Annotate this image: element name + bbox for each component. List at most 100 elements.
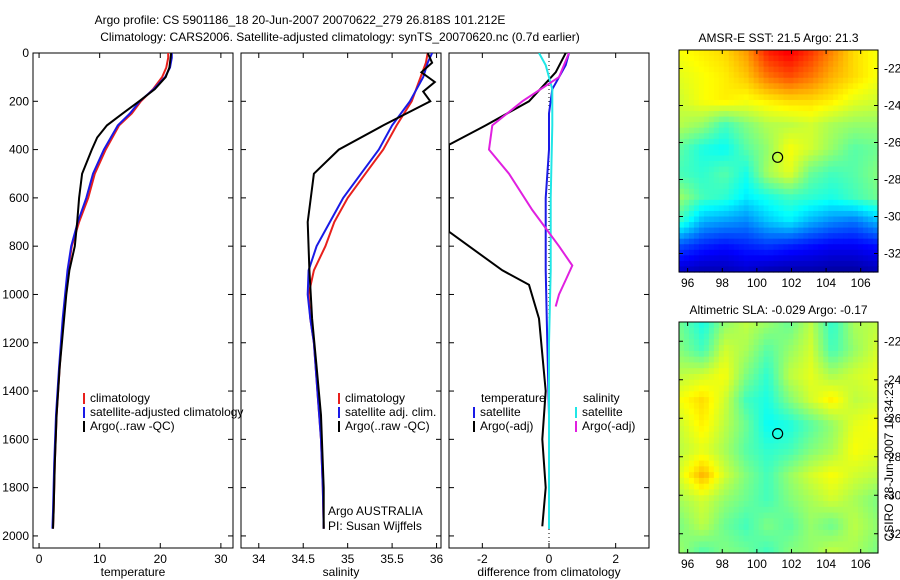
heatmap-cell bbox=[778, 183, 785, 190]
heatmap-cell bbox=[868, 529, 874, 537]
heatmap-cell bbox=[753, 127, 760, 134]
heatmap-cell bbox=[768, 94, 775, 101]
heatmap-cell bbox=[748, 72, 755, 79]
heatmap-cell bbox=[713, 188, 720, 195]
heatmap-cell bbox=[768, 55, 775, 62]
heatmap-cell bbox=[858, 385, 864, 392]
heatmap-cell bbox=[723, 166, 730, 173]
heatmap-cell bbox=[843, 183, 849, 190]
heatmap-cell bbox=[723, 77, 730, 84]
heatmap-cell bbox=[733, 149, 740, 157]
heatmap-cell bbox=[808, 529, 814, 537]
heatmap-cell bbox=[718, 391, 725, 398]
heatmap-cell bbox=[863, 466, 869, 473]
heatmap-cell bbox=[858, 166, 864, 173]
heatmap-cell bbox=[818, 155, 824, 162]
heatmap-cell bbox=[733, 177, 740, 184]
heatmap-cell bbox=[818, 255, 824, 262]
heatmap-cell bbox=[783, 402, 790, 410]
heatmap-cell bbox=[838, 524, 844, 531]
heatmap-cell bbox=[778, 55, 785, 62]
heatmap-cell bbox=[823, 529, 829, 537]
heatmap-cell bbox=[683, 454, 690, 462]
heatmap-cell bbox=[753, 249, 760, 256]
heatmap-cell bbox=[738, 397, 745, 404]
heatmap-cell bbox=[813, 501, 819, 508]
heatmap-cell bbox=[748, 483, 755, 491]
heatmap-cell bbox=[723, 61, 730, 68]
heatmap-cell bbox=[713, 454, 720, 462]
heatmap-cell bbox=[818, 345, 824, 352]
heatmap-cell bbox=[838, 111, 844, 118]
heatmap-cell bbox=[863, 222, 869, 229]
heatmap-cell bbox=[828, 408, 834, 416]
heatmap-cell bbox=[858, 425, 864, 433]
heatmap-cell bbox=[813, 391, 819, 398]
heatmap-cell bbox=[718, 122, 725, 129]
heatmap-cell bbox=[788, 391, 795, 398]
heatmap-cell bbox=[783, 161, 790, 168]
heatmap-cell bbox=[743, 460, 750, 467]
heatmap-cell bbox=[798, 255, 804, 262]
heatmap-cell bbox=[858, 333, 864, 340]
heatmap-cell bbox=[848, 541, 854, 548]
heatmap-cell bbox=[843, 94, 849, 101]
heatmap-cell bbox=[803, 172, 809, 179]
heatmap-cell bbox=[703, 83, 710, 90]
heatmap-cell bbox=[833, 77, 839, 84]
heatmap-cell bbox=[728, 177, 735, 184]
heatmap-cell bbox=[763, 547, 770, 554]
heatmap-cell bbox=[798, 385, 804, 392]
heatmap-cell bbox=[783, 194, 790, 201]
heatmap-cell bbox=[708, 205, 715, 212]
heatmap-cell bbox=[713, 391, 720, 398]
heatmap-cell bbox=[868, 111, 874, 118]
heatmap-cell bbox=[708, 61, 715, 68]
heatmap-cell bbox=[698, 489, 705, 496]
heatmap-cell bbox=[738, 161, 745, 168]
heatmap-cell bbox=[723, 512, 730, 519]
heatmap-cell bbox=[828, 501, 834, 508]
heatmap-cell bbox=[788, 425, 795, 433]
heatmap-cell bbox=[758, 449, 765, 456]
heatmap-cell bbox=[828, 155, 834, 162]
heatmap-cell bbox=[688, 249, 695, 256]
heatmap-cell bbox=[848, 210, 854, 218]
heatmap-cell bbox=[703, 322, 710, 329]
heatmap-cell bbox=[713, 222, 720, 229]
heatmap-cell bbox=[683, 166, 690, 173]
legend-difference: temperaturesatelliteArgo(-adj)salinitysa… bbox=[473, 391, 635, 433]
heatmap-cell bbox=[793, 155, 799, 162]
heatmap-cell bbox=[873, 414, 879, 421]
heatmap-cell bbox=[748, 77, 755, 84]
heatmap-cell bbox=[679, 512, 685, 519]
heatmap-cell bbox=[848, 506, 854, 514]
heatmap-cell bbox=[773, 339, 780, 346]
heatmap-cell bbox=[728, 443, 735, 450]
heatmap-cell bbox=[723, 216, 730, 223]
heatmap-cell bbox=[693, 327, 700, 335]
heatmap-cell bbox=[813, 127, 819, 134]
heatmap-cell bbox=[708, 266, 715, 273]
heatmap-cell bbox=[863, 50, 869, 57]
heatmap-cell bbox=[788, 233, 795, 240]
heatmap-cell bbox=[723, 477, 730, 485]
heatmap-cell bbox=[698, 449, 705, 456]
heatmap-cell bbox=[868, 483, 874, 491]
heatmap-cell bbox=[808, 88, 814, 95]
y-tick-label: -28 bbox=[884, 173, 900, 187]
heatmap-cell bbox=[743, 356, 750, 364]
heatmap-cell bbox=[853, 183, 859, 190]
heatmap-cell bbox=[868, 210, 874, 218]
heatmap-cell bbox=[823, 94, 829, 101]
heatmap-cell bbox=[863, 227, 869, 234]
heatmap-cell bbox=[679, 194, 685, 201]
heatmap-cell bbox=[723, 255, 730, 262]
heatmap-cell bbox=[683, 368, 690, 375]
heatmap-cell bbox=[788, 443, 795, 450]
heatmap-cell bbox=[868, 66, 874, 73]
heatmap-cell bbox=[718, 111, 725, 118]
heatmap-cell bbox=[703, 454, 710, 462]
heatmap-cell bbox=[838, 449, 844, 456]
heatmap-cell bbox=[738, 495, 745, 502]
